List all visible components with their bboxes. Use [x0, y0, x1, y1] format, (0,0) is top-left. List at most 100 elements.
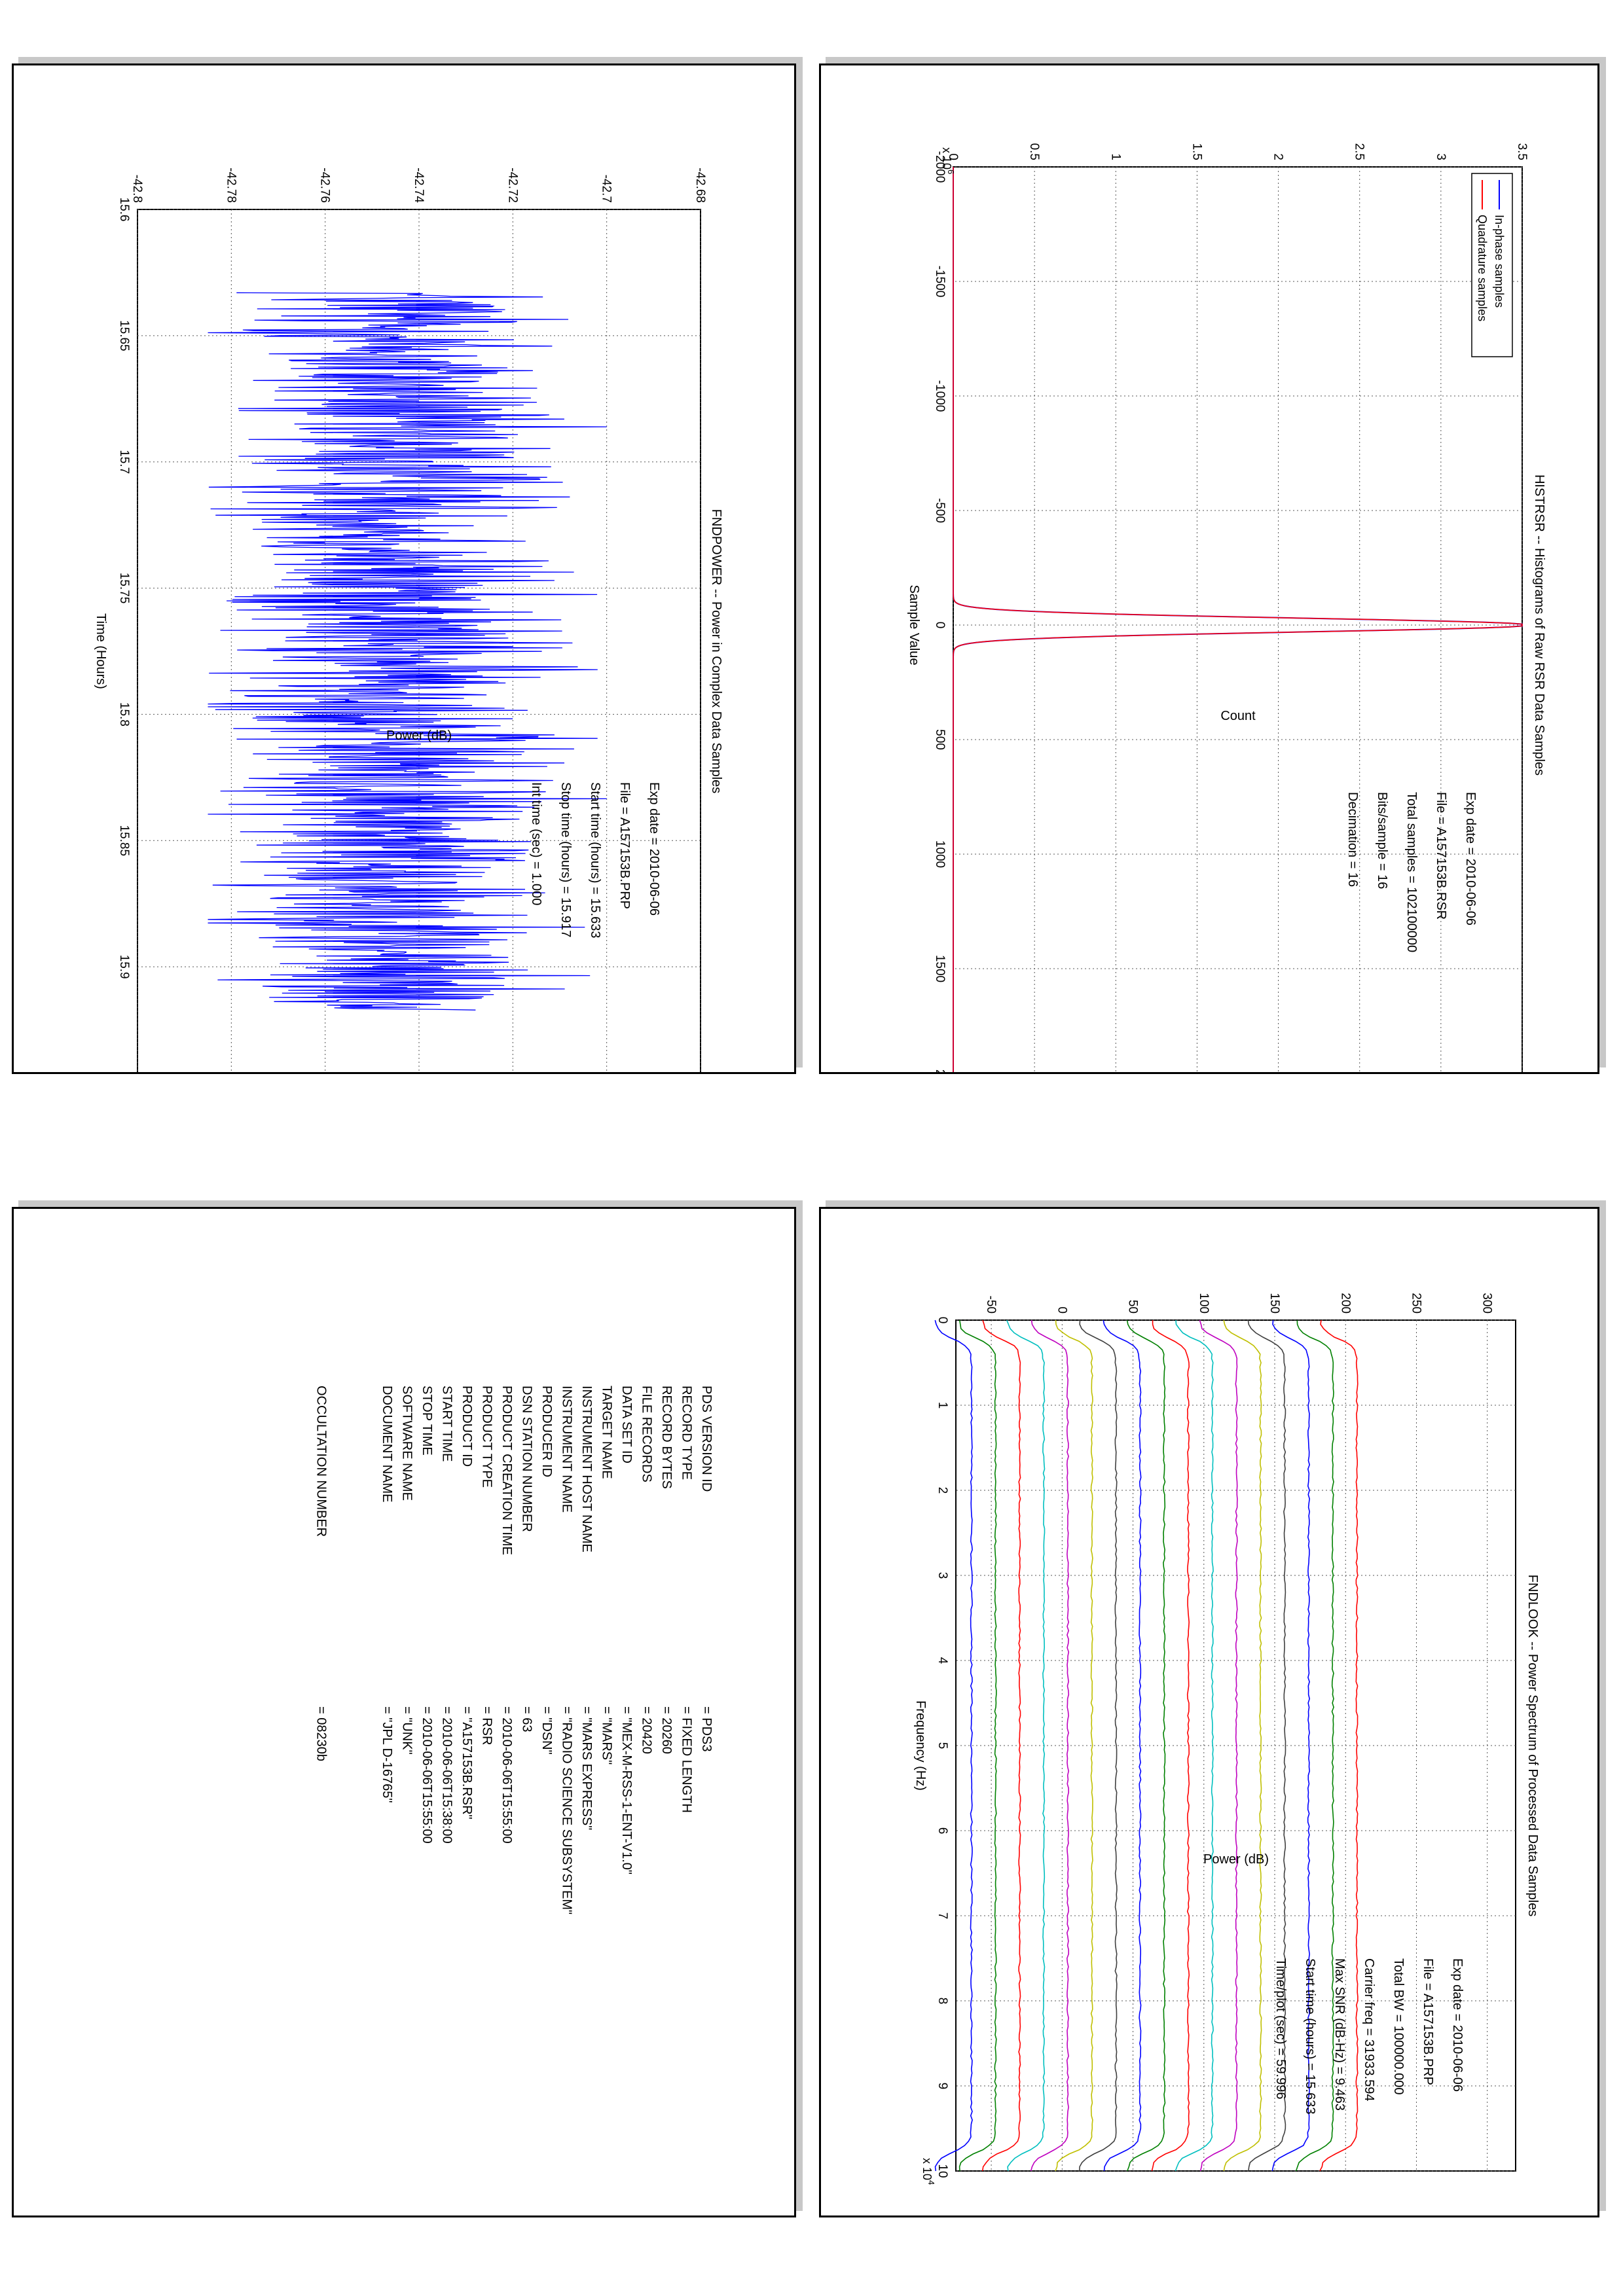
fndlook-series-line: [1199, 1319, 1238, 2172]
histrsr-x-tick-label: 0: [933, 622, 947, 629]
fndpower-x-tick-label: 15.8: [117, 702, 131, 726]
histrsr-x-tick-label: 1500: [933, 955, 947, 982]
histrsr-y-tick-label: 0: [946, 153, 960, 160]
fndpower-y-tick-label: -42.76: [318, 168, 332, 203]
histrsr-annotation: Decimation = 16: [1345, 792, 1360, 887]
fndlook-series-line: [1055, 1319, 1093, 2172]
fndpower-x-tick-label: 15.7: [117, 450, 131, 474]
fndpower-x-tick-label: 15.65: [117, 320, 131, 351]
fndlook-y-tick-label: 50: [1126, 1300, 1140, 1314]
fndpower-y-tick-label: -42.7: [600, 175, 613, 203]
fndpower-series-line: [208, 292, 607, 1011]
fndlook-y-tick-label: 100: [1197, 1293, 1211, 1314]
histrsr-xlabel: Sample Value: [907, 584, 921, 665]
fndpower-title: FNDPOWER -- Power in Complex Data Sample…: [709, 509, 723, 794]
fndlook-y-tick-label: -50: [984, 1296, 998, 1314]
histrsr-y-multiplier-exp: 6: [946, 170, 956, 174]
histrsr-x-tick-label: 2000: [933, 1069, 947, 1072]
fndlook-series-line: [1271, 1319, 1311, 2172]
histrsr-annotation: Bits/sample = 16: [1375, 792, 1389, 889]
pds-row-key: FILE RECORDS: [640, 1386, 654, 1482]
pds-row-key: PRODUCT CREATION TIME: [500, 1386, 514, 1555]
fndlook-series-line: [1247, 1319, 1286, 2172]
histrsr-y-tick-label: 3: [1434, 153, 1448, 160]
pds-row-value: = "MARS": [600, 1706, 614, 1765]
histrsr-legend: In-phase samples Quadrature samples: [1471, 173, 1513, 357]
histrsr-y-tick-label: 1: [1108, 153, 1122, 160]
fndpower-annotation: Stop time (hours) = 15.917: [558, 782, 573, 937]
fndlook-series-line: [1030, 1319, 1070, 2172]
pds-row-value: = 63: [520, 1706, 534, 1732]
fndpower-chart: 15.615.6515.715.7515.815.8515.915.95-42.…: [94, 168, 723, 1072]
fndlook-series-line: [1079, 1319, 1118, 2172]
histrsr-x-tick-label: 500: [933, 729, 947, 750]
fndpower-y-tick-label: -42.78: [224, 168, 238, 203]
histrsr-y-tick-label: 3.5: [1515, 143, 1529, 160]
histrsr-legend-label-quadrature: Quadrature samples: [1476, 215, 1489, 321]
histrsr-title: HISTRSR -- Histograms of Raw RSR Data Sa…: [1532, 475, 1546, 776]
pds-row-key: OCCULTATION NUMBER: [314, 1386, 329, 1537]
histrsr-legend-label-inphase: In-phase samples: [1493, 215, 1506, 308]
fndlook-annotation: File = A157153B.PRP: [1421, 1958, 1435, 2085]
histrsr-y-multiplier-base: x 10: [940, 147, 953, 170]
fndlook-y-tick-label: 0: [1055, 1306, 1068, 1314]
fndpower-x-tick-label: 15.6: [117, 198, 131, 222]
pds-row-value: = "JPL D-16765": [380, 1706, 394, 1803]
fndpower-plot-area: [137, 209, 701, 1072]
histrsr-x-tick-label: -2000: [933, 151, 947, 183]
pds-row-value: = 2010-06-06T15:55:00: [500, 1706, 514, 1844]
fndpower-x-tick-label: 15.85: [117, 825, 131, 857]
fndlook-x-tick-label: 9: [936, 2083, 949, 2090]
fndlook-series-line: [1295, 1319, 1334, 2172]
pds-row-value: = RSR: [480, 1706, 494, 1745]
pds-row-key: DATA SET ID: [619, 1386, 634, 1463]
pds-row-key: DSN STATION NUMBER: [520, 1386, 534, 1532]
fndpower-y-tick-label: -42.68: [693, 168, 707, 203]
fndpower-annotation: Start time (hours) = 15.633: [588, 782, 602, 938]
histrsr-x-tick-label: -500: [933, 498, 947, 523]
histrsr-annotation: File = A157153B.RSR: [1434, 792, 1448, 920]
histrsr-legend-box: [1471, 173, 1513, 357]
histrsr-series-line: [953, 167, 1523, 1072]
fndlook-series-line: [1006, 1319, 1046, 2172]
fndpower-ylabel: Power (dB): [386, 728, 452, 743]
pds-row-value: = "UNK": [400, 1706, 414, 1755]
pds-row-value: = 2010-06-06T15:38:00: [440, 1706, 454, 1844]
pds-row-key: INSTRUMENT NAME: [560, 1386, 574, 1513]
fndlook-title: FNDLOOK -- Power Spectrum of Processed D…: [1525, 1575, 1540, 1916]
histrsr-y-tick-label: 2: [1271, 153, 1285, 160]
pds-row-key: PDS VERSION ID: [699, 1386, 714, 1492]
fndlook-ylabel: Power (dB): [1203, 1852, 1269, 1867]
histrsr-x-tick-label: -1500: [933, 266, 947, 298]
fndlook-x-tick-label: 10: [936, 2164, 949, 2178]
svg-text:x 106: x 106: [940, 147, 956, 174]
fndlook-annotation: Total BW = 100000.000: [1391, 1958, 1406, 2094]
histrsr-y-multiplier: x 106: [940, 147, 956, 174]
fndlook-x-tick-label: 4: [936, 1657, 949, 1664]
pds-row-value: = "A157153B.RSR": [460, 1706, 474, 1820]
histrsr-annotation: Exp date = 2010-06-06: [1463, 792, 1478, 925]
fndlook-x-tick-label: 1: [936, 1402, 949, 1409]
fndlook-annotation: Time/plot (sec) = 59.996: [1273, 1958, 1288, 2099]
pds-row-value: = 20420: [640, 1706, 654, 1754]
fndlook-series-line: [1223, 1319, 1262, 2172]
fndpower-panel: 15.615.6515.715.7515.815.8515.915.95-42.…: [12, 63, 796, 1074]
pds-label-panel: PDS VERSION ID = PDS3 RECORD TYPE = FIXED L…: [12, 1207, 796, 2217]
fndlook-y-tick-label: 250: [1409, 1293, 1423, 1314]
fndpower-x-tick-label: 15.75: [117, 573, 131, 604]
fndlook-y-tick-label: 200: [1338, 1293, 1352, 1314]
fndpower-annotations: Exp date = 2010-06-06 File = A157153B.PR…: [529, 782, 661, 938]
fndlook-panel: 0 1 2 3 4 5 6 7 8 9 10 -50 0 50 100 150 200 250 300 FNDLOO…: [819, 1207, 1599, 2217]
histrsr-annotation: Total samples = 102100000: [1404, 792, 1419, 952]
fndlook-xlabel: Frequency (Hz): [913, 1700, 928, 1791]
fndpower-annotation: Int time (sec) = 1.000: [529, 782, 543, 905]
histrsr-annotations: Exp date = 2010-06-06 File = A157153B.RS…: [1345, 792, 1478, 952]
pds-row-key: STOP TIME: [420, 1386, 434, 1456]
histrsr-chart: -2000 -1500 -1000 -500 0 500 1000 1500 2000 0 0.5 1…: [907, 143, 1546, 1072]
fndlook-x-tick-label: 7: [936, 1912, 949, 1920]
fndlook-annotation: Start time (hours) = 15.633: [1303, 1958, 1317, 2114]
pds-row-key: DOCUMENT NAME: [380, 1386, 394, 1503]
fndlook-annotation: Exp date = 2010-06-06: [1450, 1958, 1465, 2092]
histrsr-y-tick-label: 2.5: [1353, 143, 1366, 160]
histrsr-ylabel: Count: [1220, 709, 1256, 723]
